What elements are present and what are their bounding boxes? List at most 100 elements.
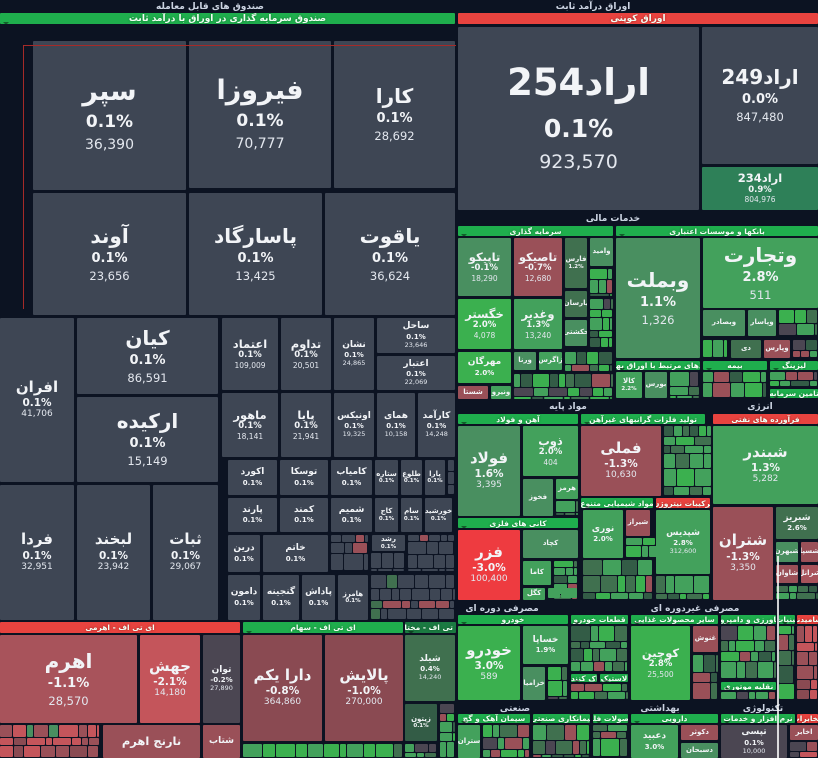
treemap-tile[interactable]: پارند 0.1% xyxy=(228,498,277,532)
sector-bar[interactable]: ای تی اف - سهام xyxy=(243,622,403,633)
treemap-tile[interactable]: شتران -1.3% 3,350 xyxy=(713,507,773,600)
sector-bar[interactable]: تولید فلزات گرانبهای غیرآهن xyxy=(581,414,705,424)
treemap-tile[interactable]: دی xyxy=(731,340,761,358)
sector-bar[interactable]: پاک کننده xyxy=(571,674,597,682)
treemap-tile[interactable]: ورنا xyxy=(514,352,536,370)
treemap-tile[interactable]: اکورد 0.1% xyxy=(228,460,277,495)
treemap-tile[interactable]: شبهرن xyxy=(776,542,798,562)
treemap-tile[interactable]: خزامیا xyxy=(523,667,545,700)
treemap-tile[interactable]: شپدیس 2.8% 312,600 xyxy=(656,510,710,574)
treemap-tile[interactable]: کگل xyxy=(523,588,545,600)
treemap-tile[interactable]: بورس xyxy=(645,372,667,398)
sector-bar[interactable]: خودرو xyxy=(458,615,568,624)
treemap-tile[interactable]: تاصیکو -0.7% 12,680 xyxy=(514,238,562,296)
treemap-tile[interactable]: ونیرو xyxy=(491,386,511,399)
treemap-tile[interactable]: فارس 1.2% xyxy=(565,238,587,288)
treemap-tile[interactable]: غنوش xyxy=(693,626,718,652)
treemap-tile[interactable]: هرمز xyxy=(556,479,578,499)
treemap-tile[interactable]: اخابر xyxy=(790,725,818,740)
treemap-tile[interactable]: خاتم 0.1% xyxy=(263,535,328,572)
treemap-tile[interactable]: مهرگان 2.0% xyxy=(458,352,511,383)
treemap-tile[interactable]: طلوع 0.1% xyxy=(401,460,422,495)
treemap-tile[interactable]: فملی -1.3% 10,630 xyxy=(581,426,661,496)
sector-bar[interactable]: ای تی اف - اهرمی xyxy=(0,622,240,633)
sector-bar[interactable]: ترکیبات نیتروژن xyxy=(656,498,710,508)
treemap-tile[interactable]: دکوثر xyxy=(681,725,718,740)
treemap-tile[interactable]: توسکا 0.1% xyxy=(280,460,328,495)
sector-bar[interactable]: آهن و فولاد xyxy=(458,414,578,424)
treemap-tile[interactable]: خودرو 3.0% 589 xyxy=(458,626,520,700)
treemap-tile[interactable]: اونیکس 0.1% 19,325 xyxy=(334,393,374,457)
treemap-tile[interactable]: شمیم 0.1% xyxy=(331,498,372,532)
sector-bar[interactable]: بیمه xyxy=(703,361,767,370)
treemap-tile[interactable]: توان -0.2% 27,890 xyxy=(203,635,240,723)
treemap-tile[interactable]: هامرز 0.1% xyxy=(338,575,368,620)
treemap-tile[interactable]: شرانل xyxy=(801,565,818,583)
treemap-tile[interactable]: نوری 2.0% xyxy=(583,510,623,558)
treemap-tile[interactable]: پارا 0.1% xyxy=(425,460,445,495)
treemap-tile[interactable]: اراد234 0.9% 804,976 xyxy=(702,167,818,210)
treemap-tile[interactable]: فخوز xyxy=(523,479,553,516)
treemap-tile[interactable]: وپارس xyxy=(764,340,790,358)
sector-bar[interactable]: مواد شیمیایی متنوع xyxy=(581,498,653,508)
treemap-tile[interactable]: گنجینه 0.1% xyxy=(263,575,299,620)
sector-bar[interactable]: محصولات فلزی xyxy=(593,714,628,723)
sector-bar[interactable]: اوراق کوپنی xyxy=(458,13,818,24)
treemap-tile[interactable]: شبندر 1.3% 5,282 xyxy=(713,426,818,504)
treemap-tile[interactable]: شیلد 0.4% 14,240 xyxy=(405,635,455,701)
treemap-tile[interactable]: یاقوت 0.1% 36,624 xyxy=(325,193,455,315)
treemap-tile[interactable]: آوند 0.1% 23,656 xyxy=(33,193,186,315)
treemap-tile[interactable]: پاداش 0.1% xyxy=(302,575,335,620)
treemap-tile[interactable]: شسپا xyxy=(801,542,818,562)
treemap-tile[interactable]: کاج 0.1% xyxy=(375,498,398,532)
treemap-tile[interactable]: دعبید 3.0% xyxy=(631,725,678,758)
treemap-tile[interactable]: کالا 2.2% xyxy=(616,372,642,398)
treemap-tile[interactable]: اراد254 0.1% 923,570 xyxy=(458,27,699,210)
sector-bar[interactable]: سرمایه گذاری xyxy=(458,226,613,236)
treemap-tile[interactable]: فردا 0.1% 32,951 xyxy=(0,485,74,620)
treemap-tile[interactable]: خورشید 0.1% xyxy=(425,498,452,532)
treemap-tile[interactable]: تپسی 0.1% 10,000 xyxy=(721,725,787,758)
sector-bar[interactable]: فرآورده های نفتی xyxy=(713,414,818,424)
sector-bar[interactable]: نقلیه موتوری xyxy=(721,682,776,690)
treemap-tile[interactable]: پالایش -1.0% 270,000 xyxy=(325,635,403,741)
treemap-tile[interactable]: دسبحان xyxy=(681,743,718,758)
sector-bar[interactable]: سایر محصولات غذایی xyxy=(631,615,718,624)
treemap-tile[interactable]: فزر -3.0% 100,400 xyxy=(458,530,520,600)
treemap-tile[interactable]: سام 0.1% xyxy=(401,498,422,532)
sector-bar[interactable]: نرم افزار و خدمات xyxy=(721,714,795,723)
treemap-tile[interactable]: کامیاب 0.1% xyxy=(331,460,372,495)
treemap-tile[interactable]: دامون 0.1% xyxy=(228,575,260,620)
sector-bar[interactable]: لاستیک xyxy=(600,674,628,682)
treemap-tile[interactable]: ستران xyxy=(458,725,480,758)
treemap-tile[interactable]: دارا یکم -0.8% 364,860 xyxy=(243,635,322,741)
treemap-tile[interactable]: وغدیر 1.3% 13,240 xyxy=(514,299,562,349)
treemap-tile[interactable]: کاما xyxy=(523,561,551,585)
sector-bar[interactable]: ای تی اف - مختلط xyxy=(405,622,456,633)
treemap-tile[interactable]: پاسارگاد 0.1% 13,425 xyxy=(189,193,322,315)
treemap-tile[interactable]: کمند 0.1% xyxy=(280,498,328,532)
treemap-tile[interactable]: پایا 0.1% 21,941 xyxy=(281,393,331,457)
sector-bar[interactable]: کانی های فلزی xyxy=(458,518,578,528)
treemap-tile[interactable]: اعتبار 0.1% 22,069 xyxy=(377,356,455,390)
sector-bar[interactable]: کشاورزی و دامپروری xyxy=(721,615,776,624)
sector-bar[interactable]: مخابرات xyxy=(797,714,818,723)
treemap-tile[interactable]: وپاسار xyxy=(748,310,776,336)
treemap-tile[interactable]: همای 0.1% 10,158 xyxy=(377,393,415,457)
treemap-tile[interactable]: تاپیکو -0.1% 18,290 xyxy=(458,238,511,296)
treemap-tile[interactable]: پارسان xyxy=(565,291,587,317)
treemap-tile[interactable]: جهش -2.1% 14,180 xyxy=(140,635,200,723)
treemap-tile[interactable]: وبصادر xyxy=(703,310,745,336)
treemap-tile[interactable]: خگستر 2.0% 4,078 xyxy=(458,299,511,349)
sector-bar[interactable]: سیمان آهک و گچ xyxy=(458,714,530,723)
treemap-tile[interactable]: افران 0.1% 41,706 xyxy=(0,318,74,482)
sector-bar[interactable]: بانکها و موسسات اعتباری xyxy=(616,226,818,236)
treemap-tile[interactable]: تداوم 0.1% 20,501 xyxy=(281,318,331,390)
treemap-tile[interactable]: شیراز xyxy=(626,510,650,536)
treemap-tile[interactable]: نارنج اهرم xyxy=(103,725,200,758)
treemap-tile[interactable]: درین 0.1% xyxy=(228,535,260,572)
sector-bar[interactable]: نهادهای مرتبط با اوراق بهادار xyxy=(616,361,700,370)
treemap-tile[interactable]: ارکیده 0.1% 15,149 xyxy=(77,397,218,482)
treemap-tile[interactable]: ثبات 0.1% 29,067 xyxy=(153,485,218,620)
treemap-tile[interactable]: شاوان xyxy=(776,565,798,583)
